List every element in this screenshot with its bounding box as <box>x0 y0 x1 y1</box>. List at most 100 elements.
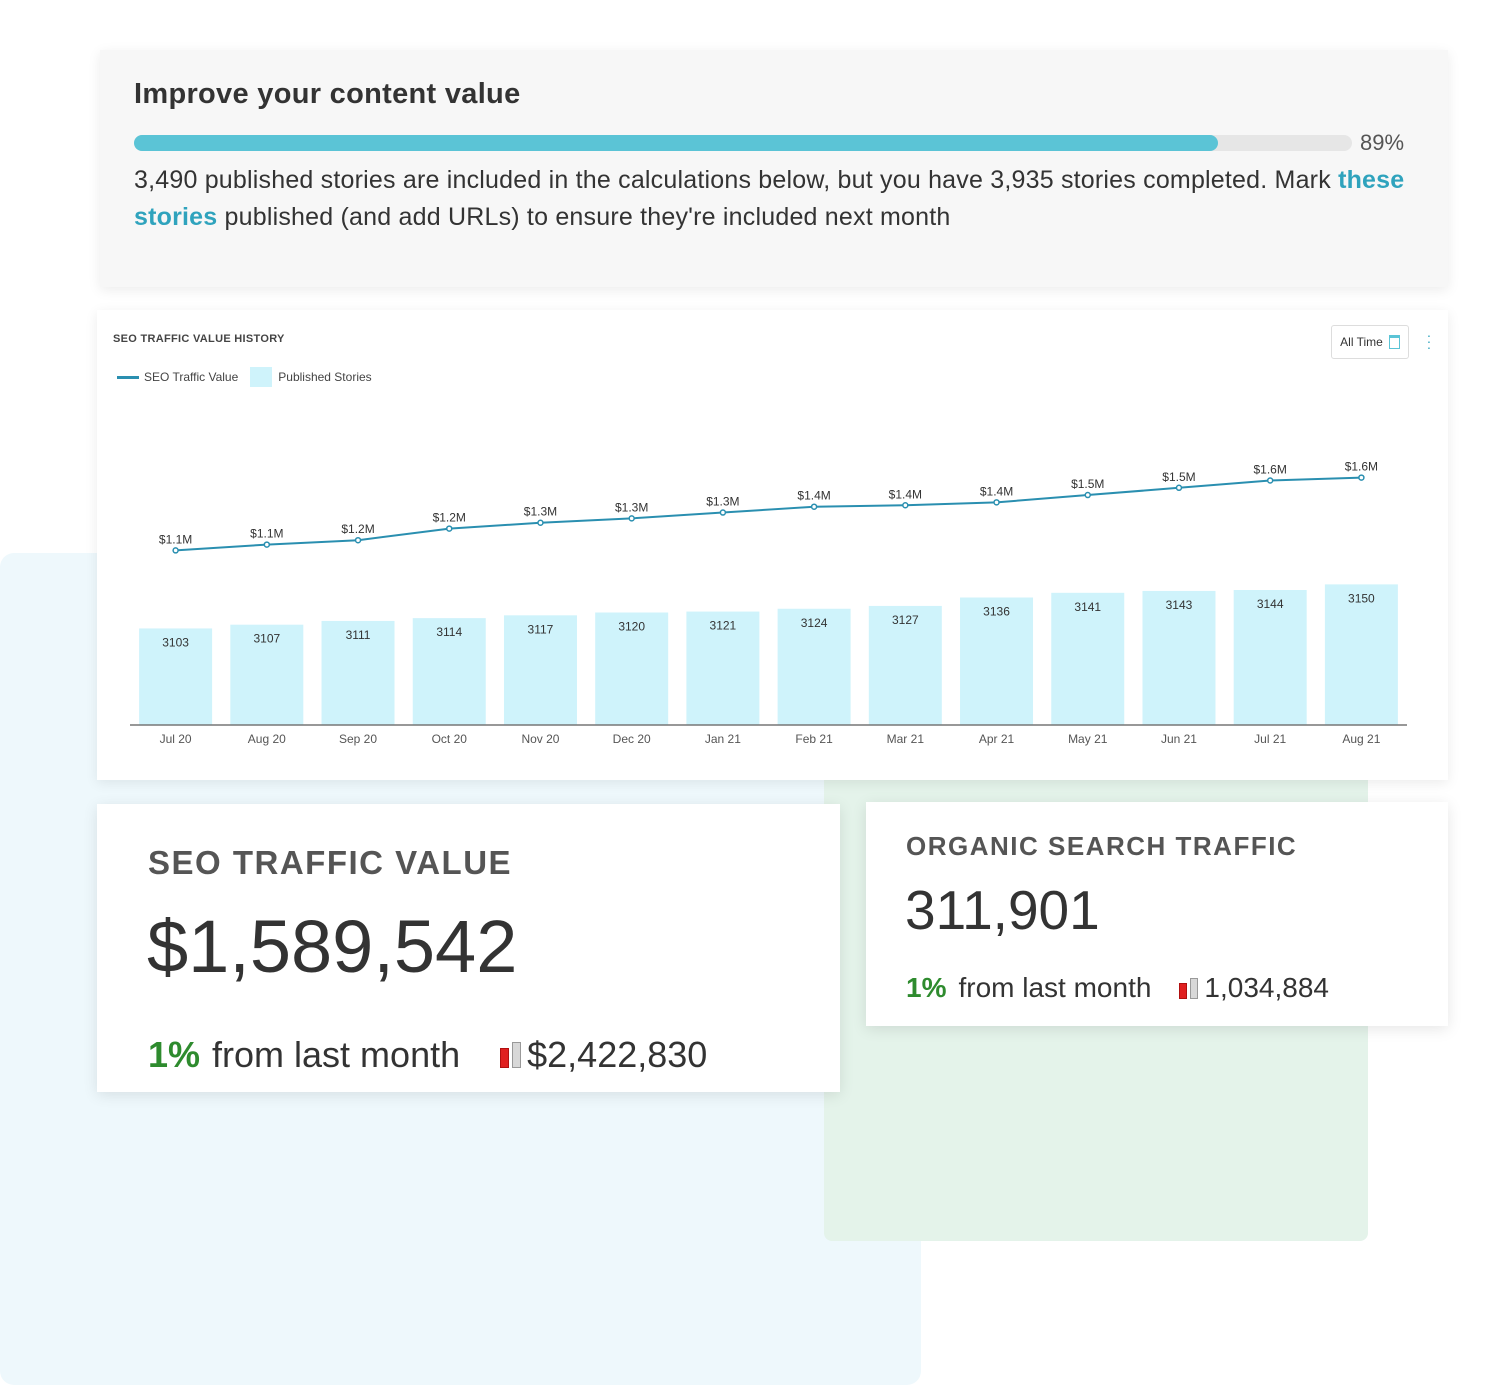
x-axis-tick-label: Nov 20 <box>521 732 559 746</box>
progress-percent: 89% <box>1360 130 1405 155</box>
legend-bar-label: Published Stories <box>278 370 372 384</box>
x-axis-tick-label: Sep 20 <box>339 732 377 746</box>
message-text-after: published (and add URLs) to ensure they'… <box>217 203 951 231</box>
line-point <box>628 515 635 522</box>
line-point <box>354 536 362 544</box>
bar-published-stories <box>503 615 577 725</box>
bar-value-label: 3144 <box>1257 597 1284 611</box>
seo-comparison-value: $2,422,830 <box>527 1034 708 1075</box>
organic-comparison-value: 1,034,884 <box>1204 972 1329 1003</box>
x-axis-tick-label: May 21 <box>1068 732 1108 746</box>
chart-title: SEO TRAFFIC VALUE HISTORY <box>113 333 285 345</box>
x-axis-tick-label: Dec 20 <box>613 732 651 746</box>
line-value-label: $1.1M <box>250 527 283 541</box>
line-value-label: $1.3M <box>524 505 557 519</box>
line-point <box>902 502 909 509</box>
chart-canvas: 3103 Jul 20 3107 Aug 20 3111 Sep 20 3114 Oct 20… <box>130 460 1407 746</box>
bar-value-label: 3114 <box>436 625 462 639</box>
bar-value-label: 3111 <box>346 628 371 642</box>
x-axis-tick-label: Mar 21 <box>887 732 925 746</box>
these-stories-link[interactable]: these stories <box>134 166 1405 231</box>
x-axis-tick-label: Oct 20 <box>432 732 468 746</box>
organic-search-traffic-card: ORGANIC SEARCH TRAFFIC 311,901 1% from l… <box>866 802 1448 1026</box>
x-axis-tick-label: Aug 20 <box>248 732 286 746</box>
line-point <box>1358 474 1365 481</box>
seo-change-text: from last month <box>212 1034 461 1075</box>
bar-value-label: 3141 <box>1074 600 1101 614</box>
line-point <box>537 519 544 526</box>
x-axis-tick-label: Apr 21 <box>979 732 1015 746</box>
bar-published-stories <box>1324 584 1398 725</box>
seo-change-percent: 1% <box>148 1034 201 1075</box>
progress-fill <box>134 135 1219 151</box>
seo-history-chart-card: 3103 Jul 20 3107 Aug 20 3111 Sep 20 3114 Oct 20… <box>97 310 1448 780</box>
line-value-label: $1.2M <box>433 511 466 525</box>
line-value-label: $1.5M <box>1162 470 1195 484</box>
line-point <box>719 509 727 516</box>
x-axis-tick-label: Jun 21 <box>1161 732 1197 746</box>
line-point <box>172 547 179 554</box>
chart-legend: SEO Traffic Value Published Stories <box>117 367 372 387</box>
x-axis-tick-label: Feb 21 <box>795 732 833 746</box>
organic-stat-footer: 1% from last month 1,034,884 <box>906 972 1329 1004</box>
progress-bar <box>134 135 1352 151</box>
x-axis-tick-label: Aug 21 <box>1342 732 1380 746</box>
bar-published-stories <box>777 608 851 725</box>
bar-published-stories <box>1051 592 1125 725</box>
organic-change-text: from last month <box>958 972 1152 1003</box>
line-point <box>1175 484 1183 492</box>
bar-published-stories <box>595 612 669 725</box>
vertical-dots-icon[interactable]: · · · <box>1426 327 1432 355</box>
line-point <box>1266 477 1274 484</box>
x-axis-tick-label: Jul 20 <box>160 732 192 746</box>
line-point <box>1084 491 1091 499</box>
bar-published-stories <box>139 628 213 725</box>
time-range-label: All Time <box>1340 335 1383 349</box>
time-range-button[interactable]: All Time <box>1331 325 1409 359</box>
line-value-label: $1.2M <box>341 522 374 536</box>
seo-traffic-value-line <box>175 476 1362 552</box>
bar-value-label: 3127 <box>892 613 919 627</box>
bar-published-stories <box>1233 590 1307 725</box>
line-value-label: $1.4M <box>797 489 830 503</box>
line-value-label: $1.4M <box>889 487 922 501</box>
line-value-label: $1.3M <box>615 500 648 514</box>
legend-bar-swatch <box>250 367 273 387</box>
calendar-icon <box>1388 335 1400 349</box>
seo-traffic-value-card: SEO TRAFFIC VALUE $1,589,542 1% from las… <box>97 804 840 1092</box>
bar-value-label: 3121 <box>710 619 737 633</box>
bar-published-stories <box>868 605 942 725</box>
line-value-label: $1.1M <box>159 532 192 546</box>
improve-content-card: Improve your content value 89% 3,490 pub… <box>100 50 1448 287</box>
message-text-before: 3,490 published stories are included in … <box>134 166 1339 194</box>
x-axis-tick-label: Jan 21 <box>705 732 741 746</box>
legend-line-swatch <box>117 375 139 379</box>
bar-published-stories <box>960 597 1034 725</box>
seo-stat-footer: 1% from last month $2,422,830 <box>148 1034 707 1076</box>
improve-title: Improve your content value <box>134 78 521 110</box>
bar-value-label: 3143 <box>1166 598 1193 612</box>
organic-stat-value: 311,901 <box>905 879 1100 941</box>
seo-stat-value: $1,589,542 <box>147 905 518 988</box>
line-value-label: $1.6M <box>1253 462 1286 476</box>
bar-value-label: 3107 <box>253 632 280 646</box>
organic-change-percent: 1% <box>906 972 947 1003</box>
bar-value-label: 3136 <box>983 605 1010 619</box>
bar-value-label: 3150 <box>1348 591 1375 605</box>
bar-published-stories <box>686 611 760 725</box>
line-point <box>810 503 818 510</box>
line-value-label: $1.6M <box>1345 460 1378 474</box>
bar-value-label: 3117 <box>528 622 554 636</box>
bar-value-label: 3103 <box>162 635 189 649</box>
bar-published-stories <box>321 620 395 725</box>
line-value-label: $1.3M <box>706 495 739 509</box>
line-point <box>993 499 1000 506</box>
line-value-label: $1.4M <box>980 484 1013 498</box>
line-point <box>263 541 271 548</box>
line-point <box>446 525 453 532</box>
bar-comparison-icon <box>1179 977 1199 999</box>
improve-message: 3,490 published stories are included in … <box>134 162 1434 236</box>
seo-stat-label: SEO TRAFFIC VALUE <box>148 844 513 881</box>
legend-line-label: SEO Traffic Value <box>144 370 239 384</box>
organic-stat-label: ORGANIC SEARCH TRAFFIC <box>906 831 1298 861</box>
